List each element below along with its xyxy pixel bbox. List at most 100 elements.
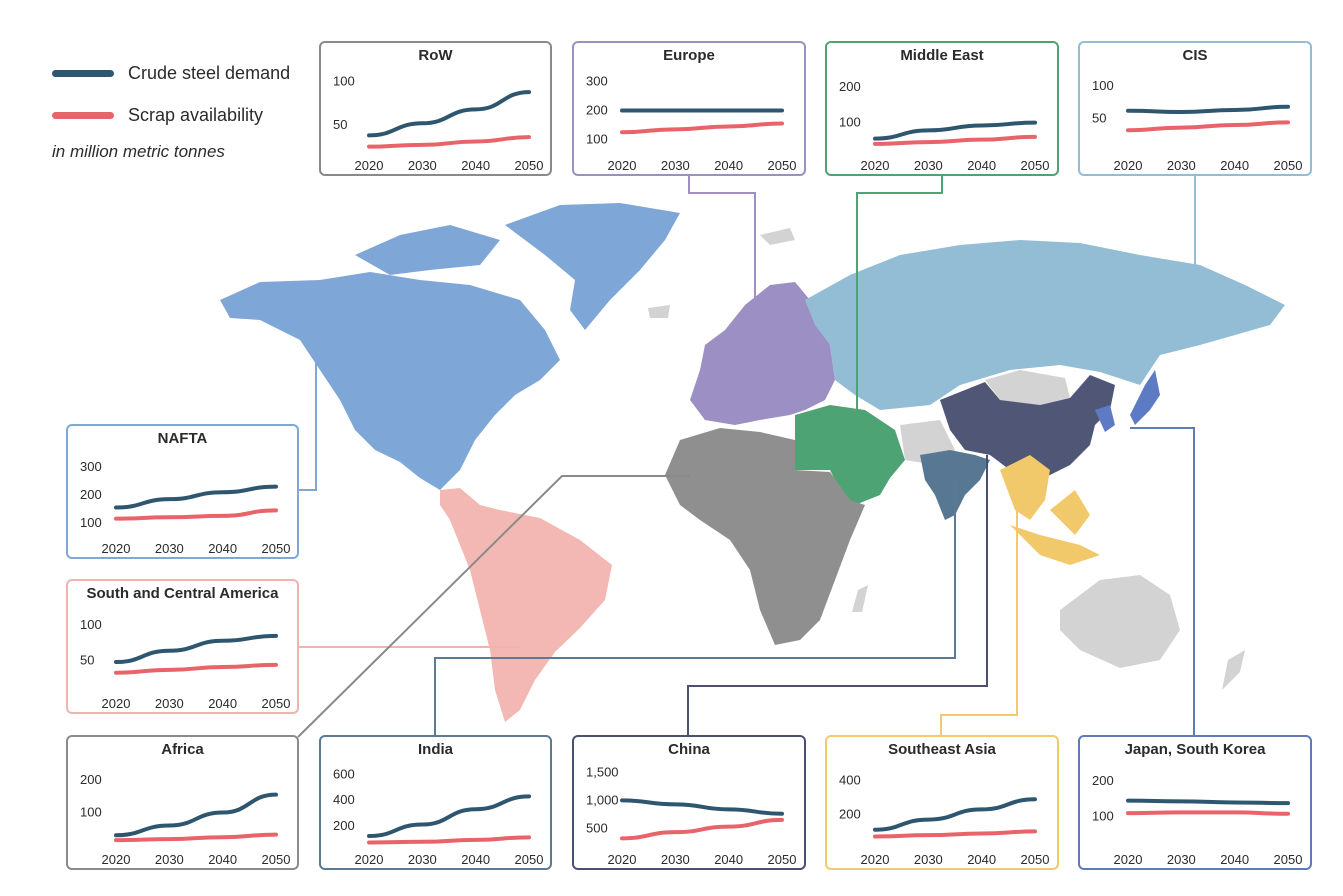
south-central-america-region — [440, 488, 612, 722]
x-tick-label: 2040 — [208, 541, 237, 556]
x-tick-label: 2030 — [155, 696, 184, 711]
x-tick-label: 2030 — [408, 158, 437, 173]
y-tick-label: 100 — [839, 115, 861, 130]
y-tick-label: 100 — [80, 515, 102, 530]
x-tick-label: 2030 — [155, 541, 184, 556]
x-tick-label: 2030 — [661, 852, 690, 867]
europe-region — [690, 282, 835, 425]
scrap-series-line — [1126, 120, 1290, 133]
scrap-series-line — [1126, 810, 1290, 816]
demand-series-line — [873, 797, 1037, 832]
scrap-series-line — [114, 508, 278, 521]
scrap-series-line — [620, 121, 784, 135]
x-tick-label: 2040 — [714, 852, 743, 867]
y-tick-label: 1,500 — [586, 765, 619, 780]
y-tick-label: 100 — [333, 74, 355, 89]
connector-africa — [297, 475, 690, 738]
africa-region — [665, 428, 865, 645]
x-tick-label: 2020 — [355, 158, 384, 173]
demand-series-line — [367, 794, 531, 839]
y-tick-label: 50 — [333, 117, 347, 132]
panel-africa: 100 200 2020 2030 2040 2050 Africa — [66, 735, 299, 870]
china-region — [940, 375, 1115, 480]
panel-cis: 50 100 2020 2030 2040 2050 CIS — [1078, 41, 1312, 176]
x-tick-label: 2040 — [714, 158, 743, 173]
mini-chart: 50 100 2020 2030 2040 2050 — [80, 617, 290, 711]
panel-title: Middle East — [900, 47, 984, 64]
x-tick-label: 2040 — [208, 852, 237, 867]
demand-series-line — [114, 633, 278, 665]
scrap-series-line — [873, 829, 1037, 839]
x-tick-label: 2030 — [1167, 852, 1196, 867]
mini-chart: 100 200 300 2020 2030 2040 2050 — [586, 74, 797, 173]
x-tick-label: 2050 — [1021, 158, 1050, 173]
y-tick-label: 200 — [333, 818, 355, 833]
y-tick-label: 600 — [333, 767, 355, 782]
x-tick-label: 2050 — [262, 852, 291, 867]
x-tick-label: 2020 — [1114, 158, 1143, 173]
panel-india: 200 400 600 2020 2030 2040 2050 India — [319, 735, 552, 870]
y-tick-label: 200 — [839, 806, 861, 821]
x-tick-label: 2050 — [1021, 852, 1050, 867]
y-tick-label: 100 — [586, 131, 608, 146]
x-tick-label: 2040 — [1220, 158, 1249, 173]
x-tick-label: 2020 — [102, 696, 131, 711]
y-tick-label: 200 — [1092, 773, 1114, 788]
x-tick-label: 2040 — [1220, 852, 1249, 867]
y-tick-label: 100 — [1092, 809, 1114, 824]
mini-chart: 50 100 2020 2030 2040 2050 — [333, 74, 544, 173]
y-tick-label: 500 — [586, 820, 608, 835]
unit-note: in million metric tonnes — [52, 142, 225, 161]
demand-series-line — [1126, 798, 1290, 806]
x-tick-label: 2050 — [515, 852, 544, 867]
nafta-region — [220, 272, 560, 490]
x-tick-label: 2050 — [768, 158, 797, 173]
x-tick-label: 2030 — [408, 852, 437, 867]
mini-chart: 50 100 2020 2030 2040 2050 — [1092, 78, 1302, 173]
x-tick-label: 2020 — [861, 158, 890, 173]
demand-series-line — [873, 120, 1037, 141]
x-tick-label: 2020 — [608, 158, 637, 173]
panel-title: RoW — [418, 47, 453, 64]
y-tick-label: 50 — [80, 653, 94, 668]
panel-title: NAFTA — [157, 430, 208, 447]
x-tick-label: 2050 — [768, 852, 797, 867]
panel-middle-east: 100 200 2020 2030 2040 2050 Middle East — [825, 41, 1059, 176]
iceland-region — [648, 228, 795, 318]
connector-southeast-asia — [940, 500, 1018, 737]
x-tick-label: 2020 — [608, 852, 637, 867]
arctic-islands-region — [355, 225, 500, 275]
x-tick-label: 2020 — [1114, 852, 1143, 867]
demand-series-line — [114, 484, 278, 510]
x-tick-label: 2050 — [515, 158, 544, 173]
australia-region — [1060, 575, 1180, 668]
x-tick-label: 2040 — [208, 696, 237, 711]
panel-china: 500 1,000 1,500 2020 2030 2040 2050 China — [572, 735, 806, 870]
mini-chart: 500 1,000 1,500 2020 2030 2040 2050 — [586, 765, 797, 867]
panel-title: CIS — [1182, 47, 1208, 64]
scrap-series-line — [873, 134, 1037, 146]
connector-middle-east — [856, 175, 943, 420]
mini-chart: 200 400 2020 2030 2040 2050 — [839, 773, 1050, 867]
mini-chart: 100 200 300 2020 2030 2040 2050 — [80, 459, 290, 556]
middle-east-region — [795, 405, 905, 505]
legend: Crude steel demand Scrap availability in… — [52, 52, 290, 162]
scrap-series-line — [114, 832, 278, 843]
panel-southeast-asia: 200 400 2020 2030 2040 2050 Southeast Asia — [825, 735, 1059, 870]
panel-title: India — [417, 741, 453, 758]
x-tick-label: 2020 — [355, 852, 384, 867]
y-tick-label: 400 — [333, 792, 355, 807]
scrap-series-line — [367, 135, 531, 149]
x-tick-label: 2040 — [967, 158, 996, 173]
greenland-region — [505, 203, 680, 330]
y-tick-label: 200 — [586, 103, 608, 118]
mini-chart: 100 200 2020 2030 2040 2050 — [80, 772, 291, 867]
panel-title: South and Central America — [86, 585, 279, 602]
demand-series-line — [114, 792, 278, 838]
x-tick-label: 2020 — [102, 852, 131, 867]
connector-europe — [688, 175, 756, 300]
madagascar-region — [852, 585, 868, 612]
mini-chart: 200 400 600 2020 2030 2040 2050 — [333, 767, 544, 867]
y-tick-label: 400 — [839, 773, 861, 788]
x-tick-label: 2050 — [1274, 852, 1303, 867]
